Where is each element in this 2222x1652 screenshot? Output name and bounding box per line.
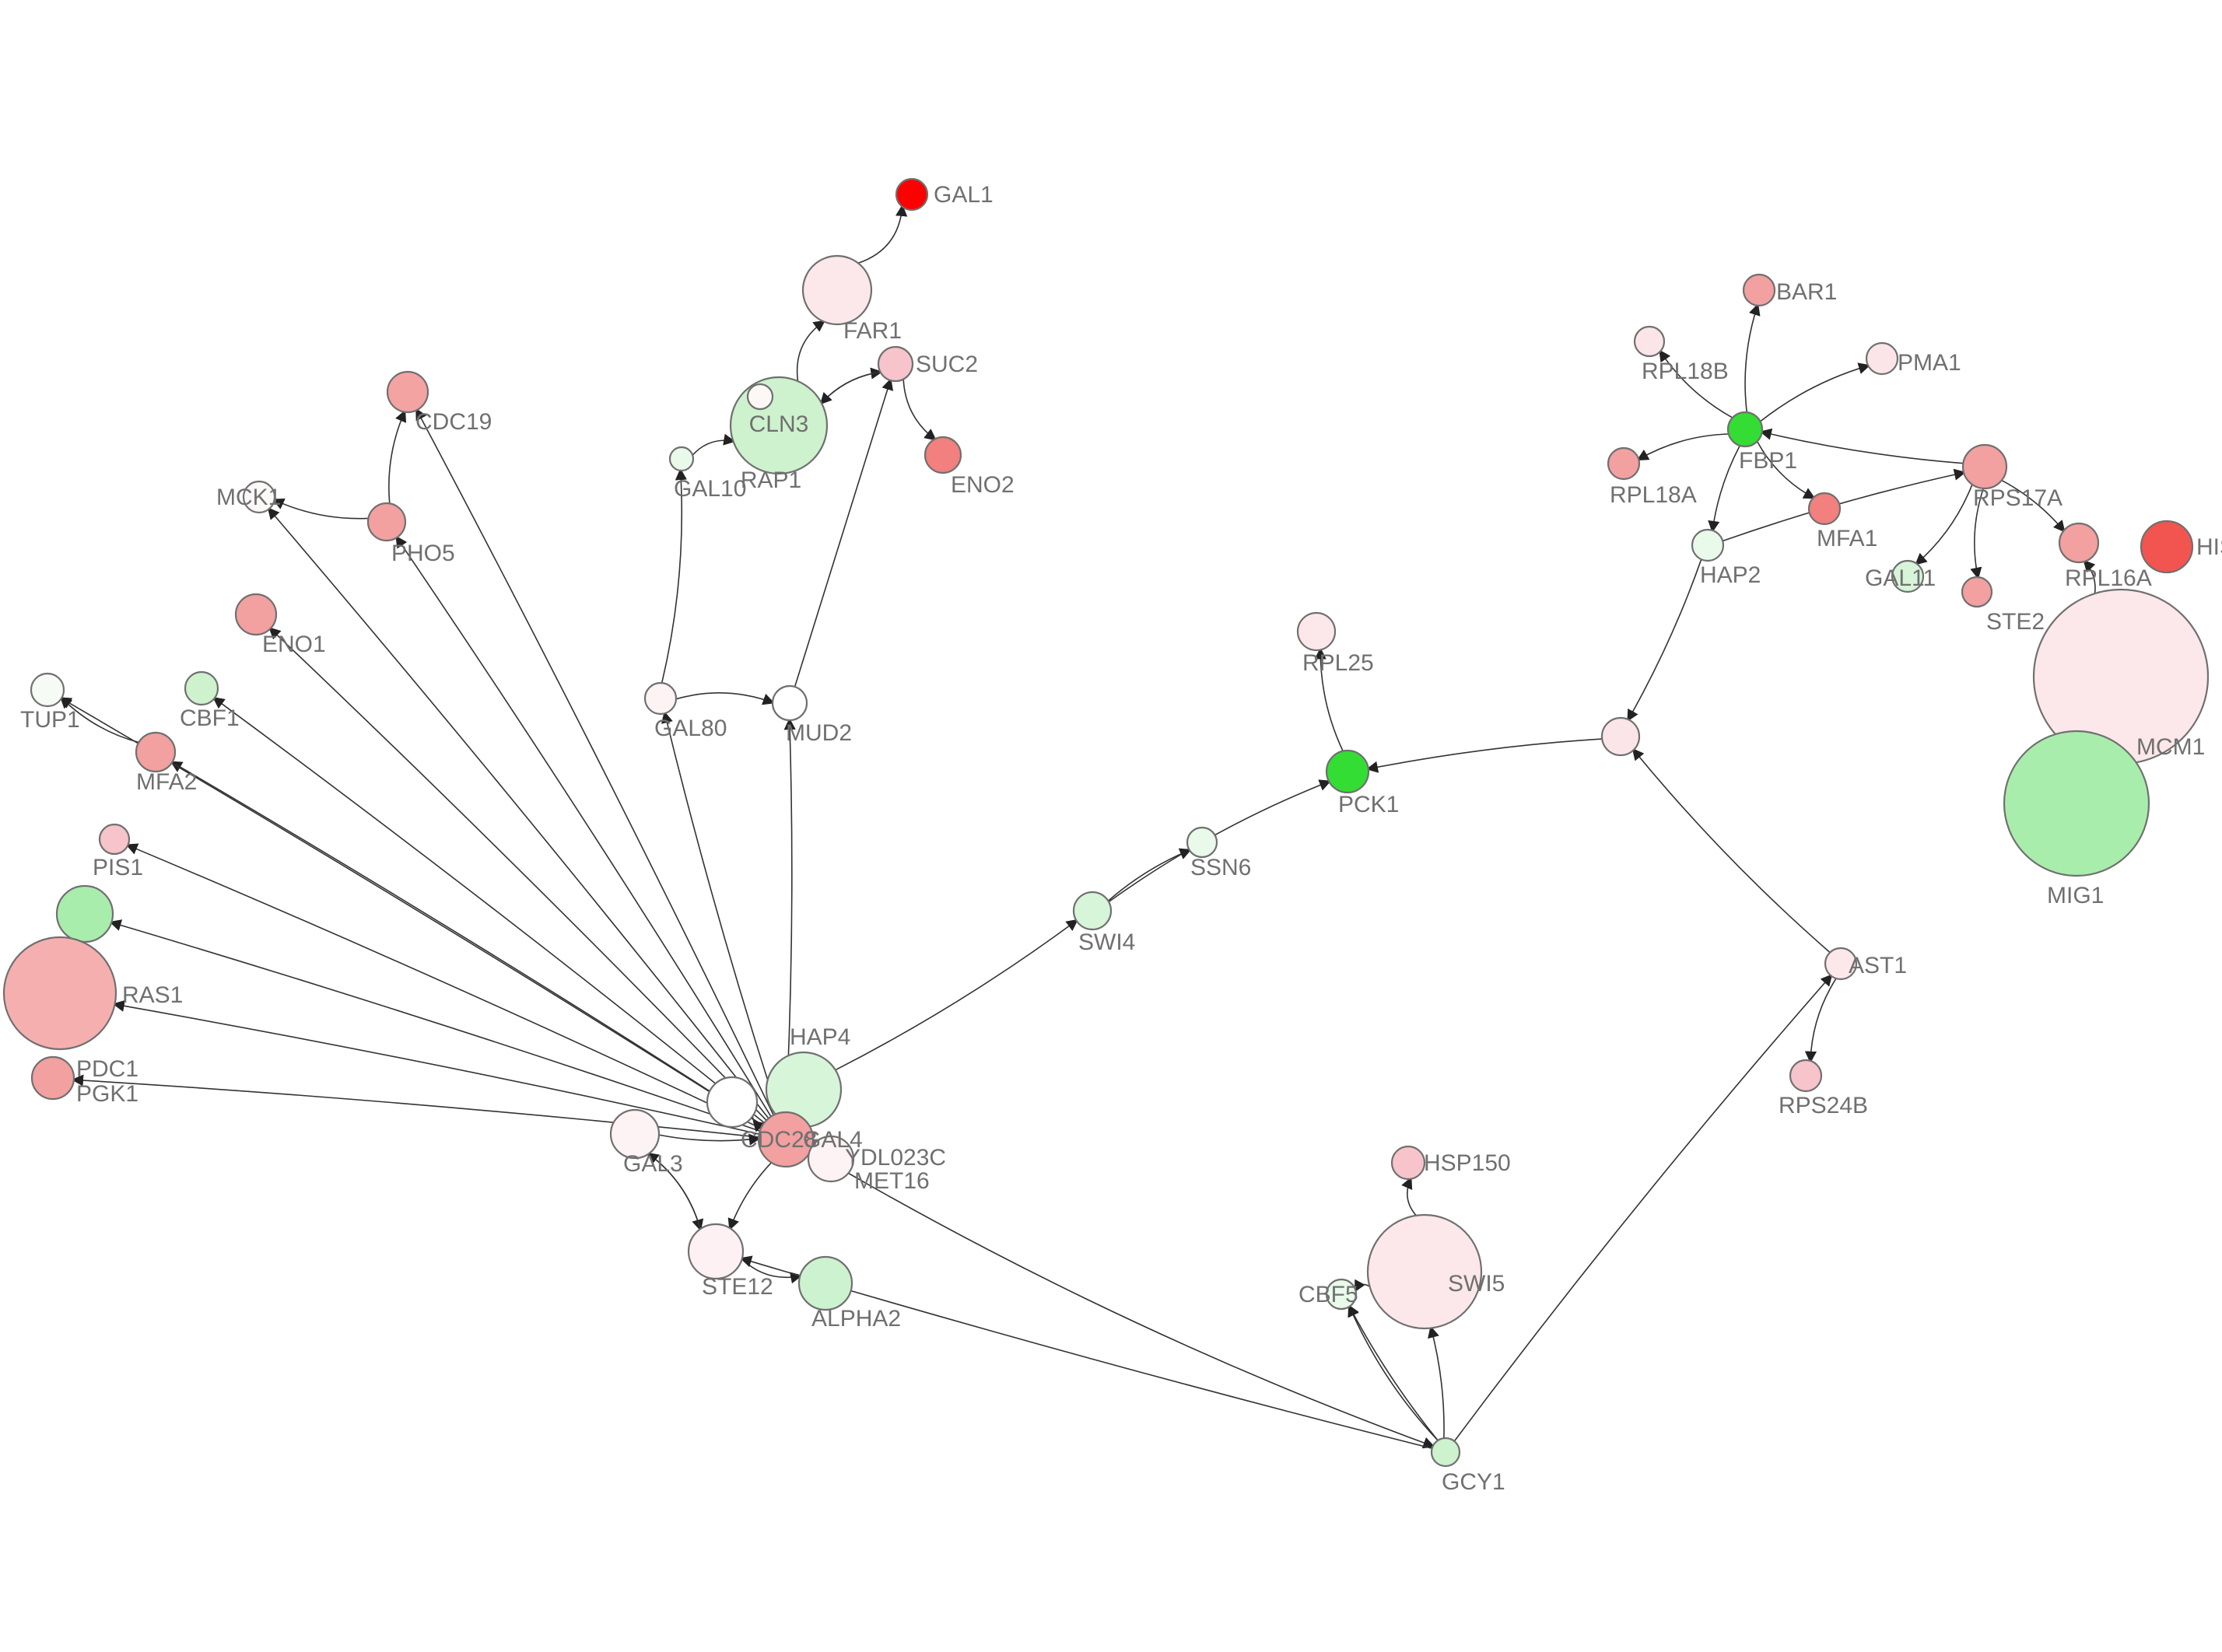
svg-text:RPL16A: RPL16A: [2065, 565, 2152, 591]
svg-text:RPL18B: RPL18B: [1642, 359, 1729, 384]
svg-text:RAS1: RAS1: [122, 982, 183, 1008]
svg-text:MIG1: MIG1: [2047, 883, 2104, 908]
svg-text:SUC2: SUC2: [916, 352, 978, 377]
svg-text:PIS1: PIS1: [93, 855, 143, 880]
svg-text:HAP2: HAP2: [1700, 562, 1761, 588]
svg-text:RAP1: RAP1: [741, 467, 801, 493]
svg-text:HAP4: HAP4: [790, 1024, 850, 1050]
svg-text:CBF5: CBF5: [1299, 1282, 1358, 1307]
svg-text:RPS17A: RPS17A: [1973, 485, 2063, 511]
svg-text:STE12: STE12: [702, 1274, 773, 1300]
svg-text:RPL18A: RPL18A: [1610, 482, 1697, 508]
svg-text:RPS24B: RPS24B: [1779, 1093, 1868, 1118]
svg-text:CBF1: CBF1: [180, 705, 240, 731]
svg-text:GAL80: GAL80: [654, 716, 727, 741]
svg-text:AST1: AST1: [1849, 953, 1907, 978]
svg-text:TUP1: TUP1: [20, 707, 80, 733]
svg-text:ALPHA2: ALPHA2: [811, 1306, 901, 1332]
svg-text:HSP150: HSP150: [1424, 1150, 1511, 1176]
svg-text:STE2: STE2: [1986, 609, 2045, 635]
svg-text:GAL11: GAL11: [1865, 565, 1936, 591]
svg-text:PGK1: PGK1: [76, 1081, 138, 1107]
svg-text:PDC1: PDC1: [76, 1056, 138, 1082]
svg-text:HIS4: HIS4: [2196, 534, 2222, 560]
svg-text:CDC19: CDC19: [415, 409, 492, 435]
svg-text:PHO5: PHO5: [391, 541, 455, 566]
svg-text:MCK1: MCK1: [216, 485, 281, 510]
svg-text:BAR1: BAR1: [1776, 279, 1837, 305]
svg-text:MFA1: MFA1: [1817, 526, 1877, 551]
svg-text:GAL10: GAL10: [674, 476, 746, 502]
svg-text:MFA2: MFA2: [136, 769, 197, 795]
svg-text:FAR1: FAR1: [843, 318, 902, 344]
svg-text:PMA1: PMA1: [1898, 350, 1961, 376]
svg-text:GAL1: GAL1: [934, 182, 994, 208]
svg-text:GAL3: GAL3: [623, 1151, 683, 1177]
svg-text:MET16: MET16: [854, 1168, 930, 1194]
svg-text:MCM1: MCM1: [2136, 734, 2205, 760]
svg-text:PCK1: PCK1: [1338, 792, 1399, 817]
svg-text:CLN3: CLN3: [749, 411, 809, 437]
svg-text:GCY1: GCY1: [1442, 1469, 1505, 1495]
svg-text:ENO2: ENO2: [951, 472, 1015, 498]
svg-text:SWI5: SWI5: [1448, 1271, 1505, 1297]
svg-text:SWI4: SWI4: [1078, 929, 1135, 955]
svg-text:MUD2: MUD2: [786, 720, 852, 746]
svg-text:ENO1: ENO1: [262, 632, 326, 657]
svg-text:SSN6: SSN6: [1190, 855, 1251, 880]
svg-text:FBP1: FBP1: [1739, 448, 1797, 474]
svg-text:RPL25: RPL25: [1302, 650, 1374, 676]
svg-text:GAL4: GAL4: [803, 1127, 863, 1153]
